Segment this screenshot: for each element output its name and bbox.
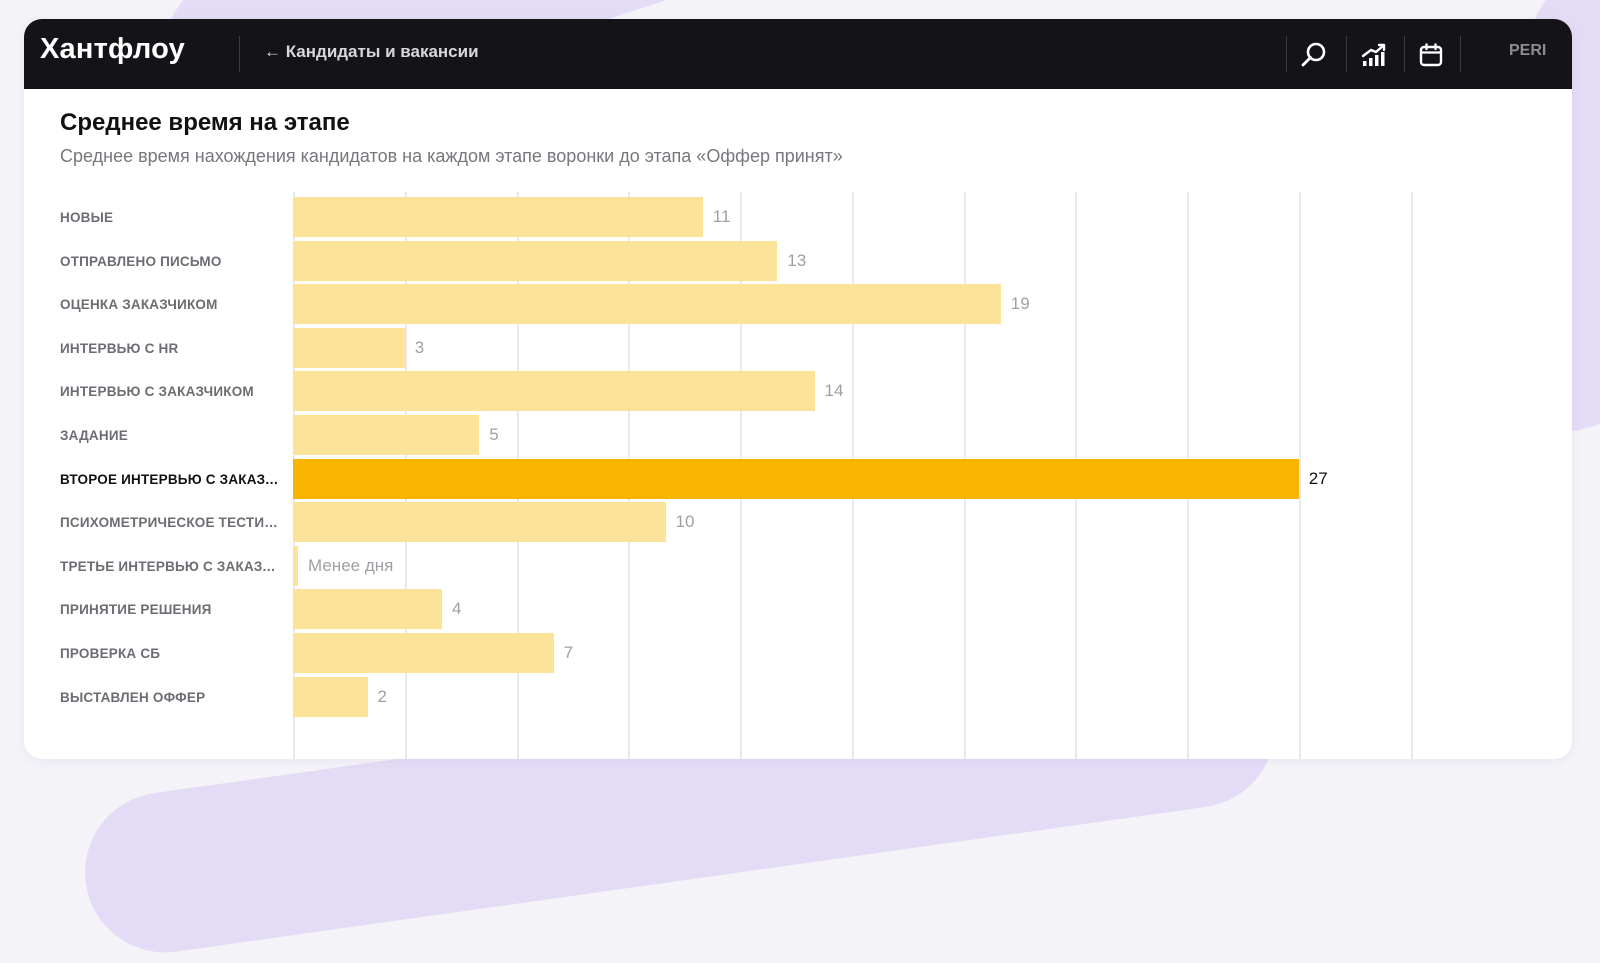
- bar-value-label: Менее дня: [308, 555, 394, 575]
- stage-label: ВТОРОЕ ИНТЕРВЬЮ С ЗАКАЗЧ...: [60, 471, 280, 487]
- stage-label: ОЦЕНКА ЗАКАЗЧИКОМ: [60, 297, 218, 313]
- bar-value-label: 27: [1308, 468, 1328, 488]
- app-logo[interactable]: Хантфлоу: [40, 33, 185, 65]
- back-to-candidates-link[interactable]: ← Кандидаты и вакансии: [264, 42, 479, 61]
- bar-value-label: 2: [377, 686, 387, 706]
- divider: [1404, 36, 1405, 72]
- stage-label: ВЫСТАВЛЕН ОФФЕР: [60, 689, 206, 705]
- bar-value-label: 4: [452, 599, 462, 619]
- page-title: Среднее время на этапе: [60, 109, 350, 136]
- stage-bar[interactable]: [293, 284, 1001, 325]
- average-stage-time-chart: НОВЫЕ 11 ОТПРАВЛЕНО ПИСЬМО 13 ОЦЕНКА ЗАКАЗЧИ…: [24, 19, 1572, 759]
- search-icon[interactable]: [1294, 35, 1334, 75]
- stage-bar[interactable]: [293, 633, 554, 673]
- bar-value-label: 14: [824, 381, 844, 401]
- bar-value-label: 19: [1010, 294, 1030, 314]
- bar-value-label: 7: [563, 643, 574, 662]
- stage-label: ПСИХОМЕТРИЧЕСКОЕ ТЕСТИР...: [60, 515, 280, 531]
- bar-value-label: 5: [489, 425, 499, 444]
- grid-line: [1410, 192, 1413, 759]
- stage-label: НОВЫЕ: [60, 210, 114, 225]
- stage-bar[interactable]: [293, 197, 703, 237]
- stage-bar[interactable]: [293, 240, 778, 281]
- stage-label: ТРЕТЬЕ ИНТЕРВЬЮ С ЗАКАЗЧ...: [60, 558, 280, 574]
- report-card: Хантфлоу ← Кандидаты и вакансии: [24, 19, 1572, 759]
- bar-value-label: 10: [675, 512, 695, 532]
- divider: [1286, 36, 1287, 72]
- stage-label: ИНТЕРВЬЮ С HR: [60, 340, 179, 356]
- bar-value-label: 13: [787, 250, 807, 270]
- stage-label: ПРОВЕРКА СБ: [60, 646, 161, 661]
- grid-line: [1298, 192, 1301, 759]
- top-navigation-bar: Хантфлоу ← Кандидаты и вакансии: [24, 19, 1572, 89]
- stage-label: ПРИНЯТИЕ РЕШЕНИЯ: [60, 602, 212, 618]
- divider: [1460, 36, 1461, 72]
- divider: [1346, 36, 1347, 72]
- page-subtitle: Среднее время нахождения кандидатов на к…: [60, 146, 843, 166]
- stage-label: ЗАДАНИЕ: [60, 428, 128, 443]
- stage-bar[interactable]: [293, 676, 368, 717]
- stage-bar[interactable]: [293, 458, 1299, 499]
- stage-bar[interactable]: [293, 545, 298, 586]
- divider: [239, 36, 240, 72]
- stage-bar[interactable]: [293, 502, 666, 543]
- stage-label: ОТПРАВЛЕНО ПИСЬМО: [60, 253, 222, 269]
- stage-bar[interactable]: [293, 327, 405, 368]
- stage-bar[interactable]: [293, 371, 815, 412]
- bar-value-label: 11: [712, 207, 731, 226]
- user-account-menu[interactable]: PERI: [1509, 42, 1547, 59]
- stage-bar[interactable]: [293, 415, 480, 455]
- stage-label: ИНТЕРВЬЮ С ЗАКАЗЧИКОМ: [60, 384, 254, 400]
- stage-bar[interactable]: [293, 589, 442, 630]
- analytics-icon[interactable]: [1354, 35, 1394, 75]
- bar-value-label: 3: [414, 337, 425, 357]
- calendar-icon[interactable]: [1411, 35, 1451, 75]
